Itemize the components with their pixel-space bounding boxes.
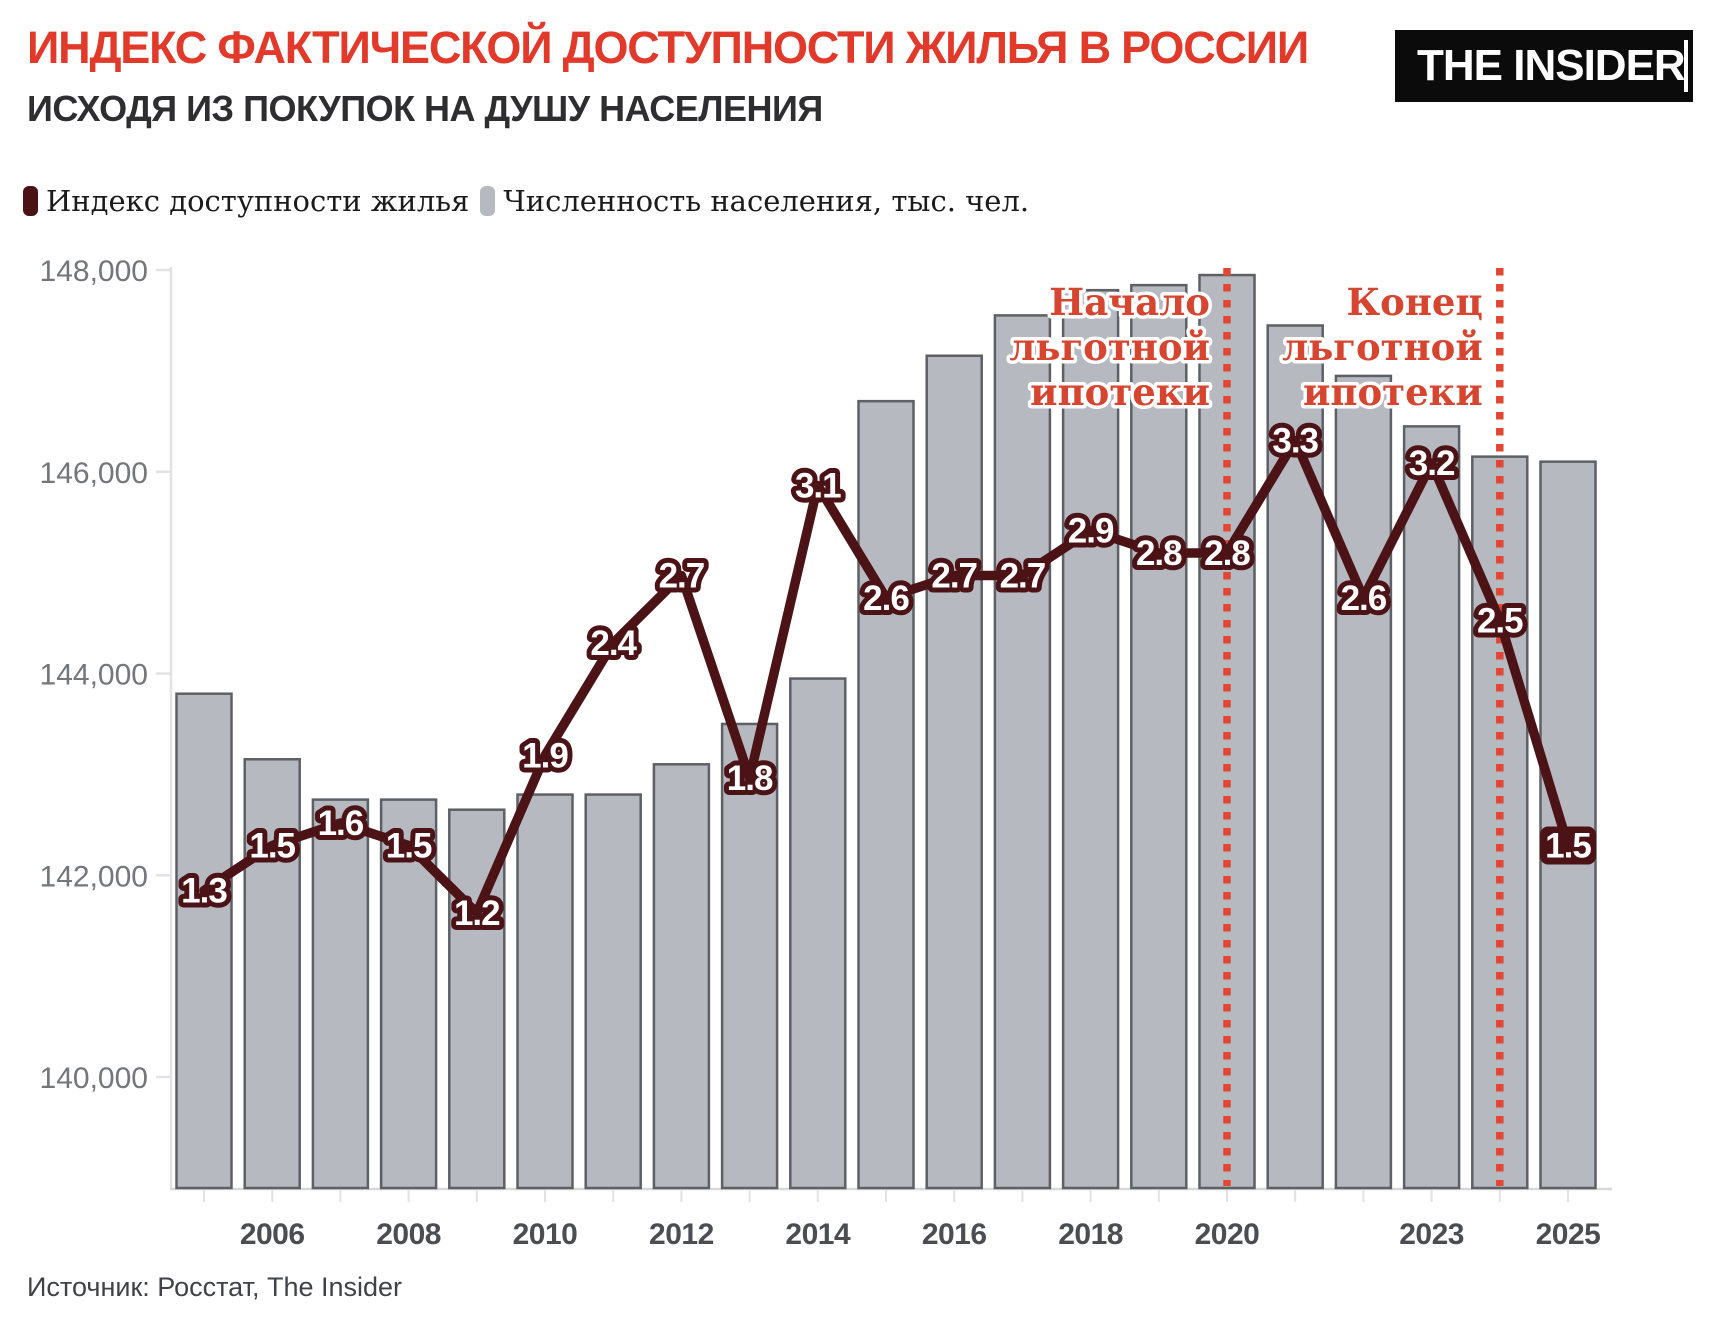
event-annotation-2024-line2: льготной [1282,325,1483,369]
x-axis-label-2014: 2014 [785,1218,851,1251]
x-axis-label-2016: 2016 [922,1218,987,1251]
event-annotation-2020-line3: ипотеки [1030,370,1210,414]
index-label-2007: 1.6 [318,804,364,843]
index-label-2024: 2.5 [1477,602,1523,641]
event-annotation-2020-line2: льготной [1009,325,1210,369]
x-axis-label-2006: 2006 [240,1218,305,1251]
index-label-2025: 1.5 [1545,827,1591,866]
index-label-2011: 2.4 [590,624,637,663]
the-insider-logo: THE INSIDER [1395,30,1693,102]
y-tick-label-144000: 144,000 [40,659,148,692]
population-bar-2025 [1539,460,1597,1190]
index-label-2022: 2.6 [1341,579,1387,618]
index-label-2009: 1.2 [454,894,500,933]
population-bar-2010 [516,793,574,1190]
y-tick-label-148000: 148,000 [40,255,148,288]
x-axis-label-2023: 2023 [1399,1218,1464,1251]
index-label-2018: 2.9 [1068,512,1114,551]
index-label-2013: 1.8 [727,759,773,798]
page-subtitle: ИСХОДЯ ИЗ ПОКУПОК НА ДУШУ НАСЕЛЕНИЯ [27,88,823,129]
y-tick-label-142000: 142,000 [40,860,148,893]
population-bar-2012 [652,763,711,1190]
population-bar-2023 [1402,425,1461,1190]
affordability-line [199,435,1573,918]
event-annotation-2020-line1: Начало [1049,280,1210,324]
page-title: ИНДЕКС ФАКТИЧЕСКОЙ ДОСТУПНОСТИ ЖИЛЬЯ В Р… [27,22,1309,73]
index-label-2016: 2.7 [931,557,977,596]
index-label-2017: 2.7 [1000,557,1046,596]
population-bar-2014 [789,677,847,1190]
index-label-2010: 1.9 [522,737,568,776]
index-label-2015: 2.6 [863,579,909,618]
legend-swatch-index [23,186,38,216]
x-axis-label-2008: 2008 [376,1218,441,1251]
population-bar-2022 [1334,374,1393,1190]
population-bar-2016 [925,354,983,1190]
x-axis-label-2025: 2025 [1536,1218,1601,1251]
index-label-box-2025 [1540,826,1596,865]
index-label-2014: 3.1 [795,467,841,506]
x-axis-label-2010: 2010 [513,1218,578,1251]
population-bar-2020 [1198,273,1256,1190]
x-axis-label-2020: 2020 [1195,1218,1260,1251]
population-bar-2006 [243,758,301,1190]
source-note: Источник: Росстат, The Insider [27,1272,403,1302]
legend-label-index: Индекс доступности жилья [46,184,470,218]
population-bar-2005 [175,692,233,1190]
event-annotation-2024-line1: Конец [1347,280,1483,324]
index-label-2019: 2.8 [1136,534,1182,573]
x-axis-label-2012: 2012 [649,1218,714,1251]
index-label-2012: 2.7 [659,557,705,596]
population-bar-2018 [1061,288,1120,1190]
population-bar-2017 [993,314,1052,1190]
index-label-2008: 1.5 [386,827,432,866]
index-label-2006: 1.5 [249,827,295,866]
legend-swatch-population [480,186,496,216]
index-label-2005: 1.3 [181,872,227,911]
population-bar-2011 [584,793,642,1190]
y-tick-label-140000: 140,000 [40,1062,148,1095]
index-label-2020: 2.8 [1204,534,1250,573]
legend: Индекс доступности жилья Численность нас… [23,184,1040,218]
y-tick-label-146000: 146,000 [40,457,148,490]
index-label-2023: 3.2 [1409,444,1455,483]
legend-label-population: Численность населения, тыс. чел. [503,184,1030,218]
population-bar-2019 [1130,283,1188,1190]
population-bar-2007 [311,798,370,1190]
population-bar-2013 [720,722,779,1190]
event-annotation-2024-line3: ипотеки [1303,370,1483,414]
logo-cursor-bar [1684,40,1688,92]
logo-text: THE INSIDER [1417,41,1686,90]
population-bar-2015 [857,399,915,1190]
index-label-2021: 3.3 [1272,422,1318,461]
x-axis-label-2018: 2018 [1058,1218,1123,1251]
